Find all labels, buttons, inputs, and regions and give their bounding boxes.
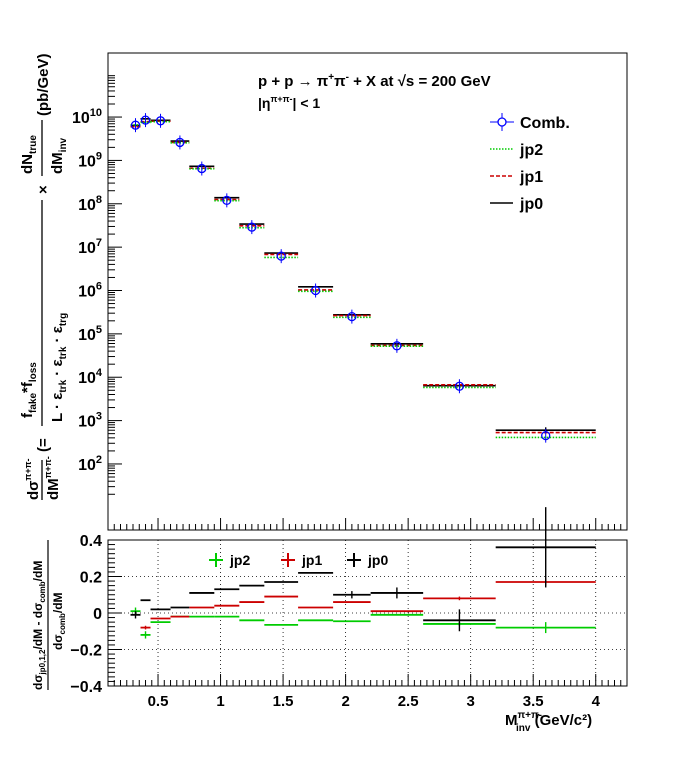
comb-point	[392, 341, 402, 351]
bottom-y-tick-label: −0.2	[70, 643, 102, 660]
bottom-y-axis-label: dσjp0,1,2/dM - dσcomb/dM dσcomb/dM	[31, 540, 67, 690]
legend-jp2-label: jp2	[519, 142, 543, 159]
top-plot-frame	[107, 52, 628, 531]
comb-point	[310, 285, 321, 296]
svg-text:dσπ+π-: dσπ+π-	[23, 459, 42, 500]
x-tick-label: 1	[216, 693, 224, 710]
x-axis-label: Mπ+π-inv (GeV/c²)	[505, 710, 592, 734]
svg-text:ffake*floss: ffake*floss	[19, 362, 39, 418]
comb-point	[140, 115, 151, 125]
comb-point	[175, 137, 185, 148]
comb-point	[222, 195, 232, 205]
svg-text:(pb/GeV): (pb/GeV)	[35, 53, 52, 116]
legend-jp1-label: jp1	[301, 552, 322, 568]
svg-text:dMinv: dMinv	[49, 137, 69, 174]
comb-point	[276, 251, 286, 261]
legend-jp1-label: jp1	[519, 169, 543, 186]
svg-text:dσjp0,1,2/dM - dσcomb/dM: dσjp0,1,2/dM - dσcomb/dM	[31, 561, 47, 690]
comb-point	[130, 120, 141, 130]
comb-point	[247, 222, 257, 232]
bottom-y-tick-label: 0	[93, 606, 102, 623]
x-tick-label: 4	[592, 693, 601, 710]
top-y-axis-label: dσπ+π- dMπ+π- (= ffake*floss L · εtrk · …	[19, 53, 69, 500]
legend-jp0-label: jp0	[519, 196, 543, 213]
top-y-tick-label: 102	[78, 454, 102, 474]
top-y-tick-label: 103	[78, 411, 102, 431]
top-legend: Comb. jp2 jp1 jp0	[490, 113, 570, 213]
top-y-tick-label: 108	[78, 194, 102, 214]
x-tick-label: 2.5	[398, 693, 419, 710]
top-y-tick-label: 107	[78, 237, 102, 257]
chart-subtitle: |ηπ+π-| < 1	[258, 94, 320, 111]
legend-comb-label: Comb.	[520, 115, 570, 132]
bottom-panel: 0.5 1 1.5 2 2.5 3 3.5 4 −0.4 −0.2 0 0.2 0.4	[70, 507, 628, 710]
comb-point	[197, 163, 207, 174]
top-y-tick-label: 104	[78, 367, 103, 387]
x-tick-label: 1.5	[273, 693, 294, 710]
x-tick-label: 3.5	[523, 693, 544, 710]
top-y-tick-label: 105	[78, 324, 102, 344]
svg-text:(=: (=	[35, 438, 52, 452]
comb-point	[347, 311, 357, 322]
svg-text:L · εtrk · εtrk · εtrg: L · εtrk · εtrk · εtrg	[49, 313, 69, 422]
top-y-tick-label: 1010	[72, 107, 102, 127]
legend-comb-marker	[497, 117, 507, 127]
bottom-y-tick-label: 0.4	[80, 533, 102, 550]
svg-text:dNtrue: dNtrue	[19, 135, 39, 174]
svg-text:×: ×	[35, 185, 52, 194]
svg-text:dσcomb/dM: dσcomb/dM	[51, 592, 67, 650]
svg-text:dMπ+π-: dMπ+π-	[43, 456, 62, 500]
top-panel: 102 103 104 105 106 107 108 109 1010	[72, 52, 628, 531]
legend-jp0-label: jp0	[367, 552, 388, 568]
top-y-tick-label: 106	[78, 281, 102, 301]
bottom-y-tick-label: −0.4	[70, 679, 102, 696]
comb-point	[541, 430, 551, 441]
chart-title: p + p → π+π- + X at √s = 200 GeV	[258, 72, 491, 90]
top-y-tick-label: 109	[78, 150, 102, 170]
comb-point	[454, 381, 465, 391]
x-tick-label: 2	[341, 693, 349, 710]
x-tick-label: 0.5	[148, 693, 169, 710]
legend-jp2-label: jp2	[229, 552, 250, 568]
x-tick-label: 3	[467, 693, 475, 710]
comb-point	[155, 116, 166, 126]
bottom-legend: jp2 jp1 jp0	[209, 552, 388, 568]
bottom-y-tick-label: 0.2	[80, 570, 102, 587]
